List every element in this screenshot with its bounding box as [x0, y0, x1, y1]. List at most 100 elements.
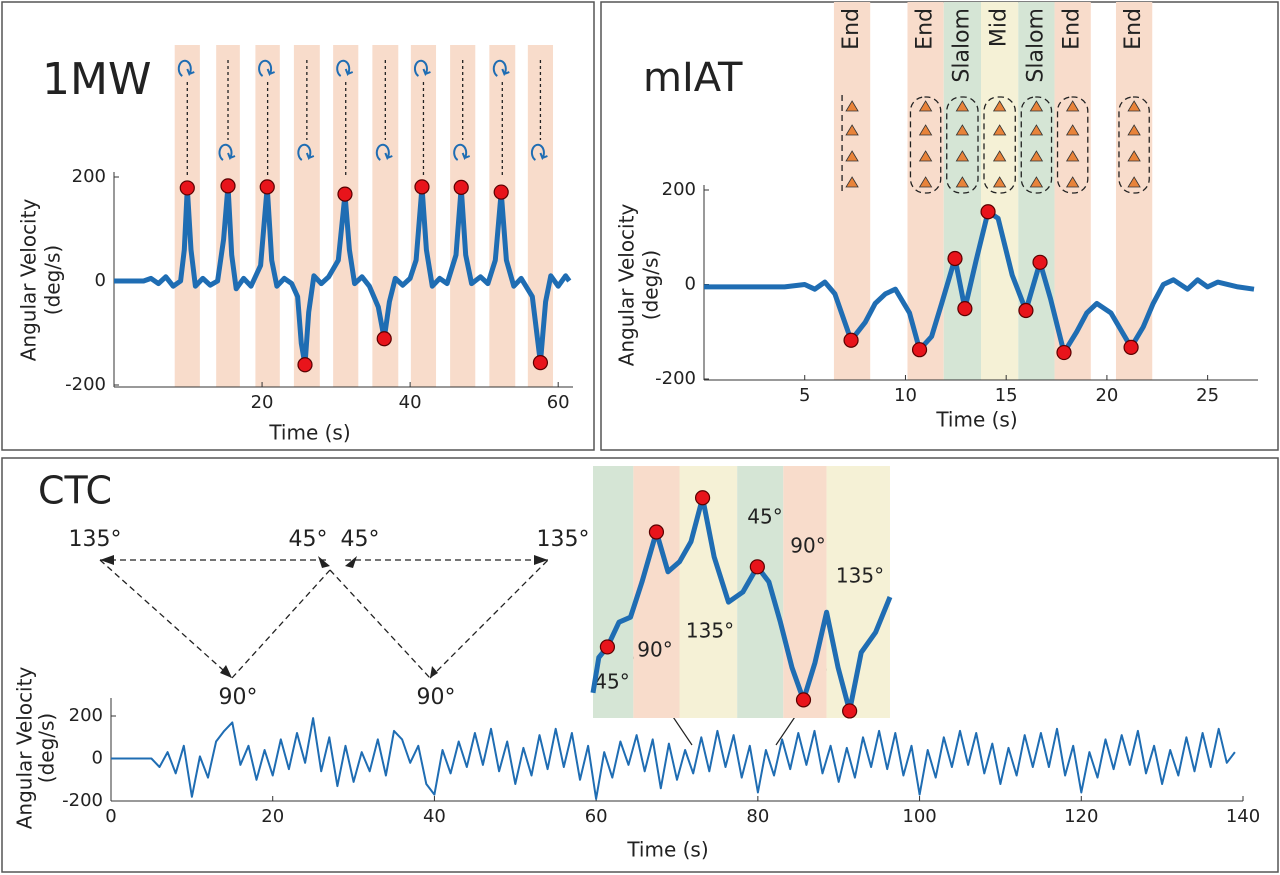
peak-marker	[493, 184, 509, 200]
band-label: 45°	[594, 670, 629, 694]
x-tick-label: 20	[261, 806, 284, 827]
cone-marker	[1065, 150, 1080, 162]
y-axis-label: Angular Velocity	[17, 199, 41, 362]
band	[826, 466, 890, 718]
panel: -200 0 200 20 40 60 Time (s) Angular Velocity (d…	[17, 45, 573, 445]
band-label: 90°	[637, 638, 672, 662]
cone-marker	[1065, 176, 1080, 188]
peak-marker	[179, 180, 195, 196]
peak-marker	[599, 639, 616, 655]
cone-marker	[992, 100, 1007, 112]
signal-line	[704, 209, 1255, 355]
cone-marker	[1029, 176, 1044, 188]
peak-marker	[532, 355, 549, 371]
band	[679, 466, 738, 718]
band	[943, 2, 981, 380]
band-label: 135°	[686, 619, 734, 643]
cone-marker	[955, 176, 970, 188]
y-axis-label: (deg/s)	[41, 245, 65, 315]
cone-marker	[845, 176, 859, 188]
diagram-label: 45°	[289, 527, 328, 552]
y-tick-label: 200	[72, 166, 106, 187]
diagram-label: 135°	[69, 527, 122, 552]
cone-marker	[1065, 124, 1080, 136]
peak-marker	[297, 357, 313, 373]
signal-line	[111, 717, 1236, 800]
cone-marker	[1065, 100, 1080, 112]
panel-frame	[1, 1, 595, 451]
x-axis-label: Time (s)	[626, 838, 708, 862]
cone-marker	[845, 150, 859, 162]
cone-marker	[992, 150, 1007, 162]
band-label: End	[839, 8, 864, 50]
x-tick-label: 120	[1064, 806, 1098, 827]
cone-outline	[1118, 96, 1150, 194]
rotation-icon	[492, 59, 510, 77]
cone-marker	[1127, 100, 1141, 112]
x-tick-label: 40	[423, 806, 446, 827]
cone-marker	[1127, 176, 1141, 188]
x-tick-label: 80	[746, 806, 769, 827]
y-tick-label: 200	[662, 179, 696, 200]
band-label: Slalom	[949, 8, 974, 83]
y-tick-label: -200	[655, 368, 696, 389]
cone-marker	[1029, 150, 1044, 162]
signal-line	[590, 495, 893, 714]
cone-outline	[946, 96, 979, 194]
panel-frame	[1, 457, 1279, 873]
band	[1054, 2, 1091, 380]
cone-marker	[1029, 100, 1044, 112]
cone-marker	[1127, 150, 1141, 162]
band	[593, 466, 634, 718]
cone-marker	[992, 176, 1007, 188]
ctc-diagram: 135° 45° 45° 135° 90° 90°	[69, 527, 590, 710]
band	[981, 2, 1019, 380]
band-label: 135°	[836, 564, 884, 588]
y-tick-label: -200	[62, 790, 103, 811]
panel-title: CTC	[38, 469, 112, 513]
cone-marker	[992, 124, 1007, 136]
cone-marker	[918, 100, 933, 112]
rotation-icon	[218, 143, 236, 161]
peak-marker	[376, 331, 392, 347]
peak-marker	[795, 692, 812, 708]
band-label: Slalom	[1023, 8, 1048, 83]
peak-marker	[842, 703, 858, 719]
cone-outline	[1020, 96, 1053, 194]
cone-outline	[983, 96, 1016, 194]
peak-marker	[1032, 254, 1048, 270]
x-tick-label: 20	[251, 392, 274, 413]
peak-marker	[980, 204, 996, 220]
peak-marker	[694, 490, 711, 506]
y-tick-label: 0	[685, 274, 696, 295]
panel: 45° 90° 135° 45° 90° 135°	[590, 466, 893, 719]
peak-marker	[843, 332, 859, 348]
peak-marker	[1123, 339, 1139, 355]
cone-marker	[918, 150, 933, 162]
diagram-label: 45°	[341, 527, 380, 552]
peak-marker	[911, 342, 928, 358]
cone-marker	[918, 176, 933, 188]
diagram-label: 135°	[537, 527, 590, 552]
cone-marker	[845, 100, 859, 112]
y-axis-label: Angular Velocity	[615, 204, 639, 367]
cone-marker	[845, 124, 859, 136]
y-axis-label: Angular Velocity	[13, 667, 37, 830]
rotation-icon	[177, 59, 195, 77]
band-label: End	[913, 8, 938, 50]
band-label: End	[1060, 8, 1085, 50]
panel-title: 1MW	[42, 54, 151, 105]
band-label: Mid	[987, 8, 1012, 47]
cone-marker	[918, 124, 933, 136]
band-label: 45°	[747, 505, 782, 529]
peak-marker	[648, 524, 665, 540]
panel-title: mIAT	[643, 55, 743, 101]
peak-marker	[414, 179, 430, 195]
rotation-icon	[530, 143, 548, 161]
cone-marker	[955, 150, 970, 162]
peak-marker	[220, 178, 236, 194]
y-tick-label: 200	[69, 705, 103, 726]
x-axis-label: Time (s)	[268, 421, 350, 445]
